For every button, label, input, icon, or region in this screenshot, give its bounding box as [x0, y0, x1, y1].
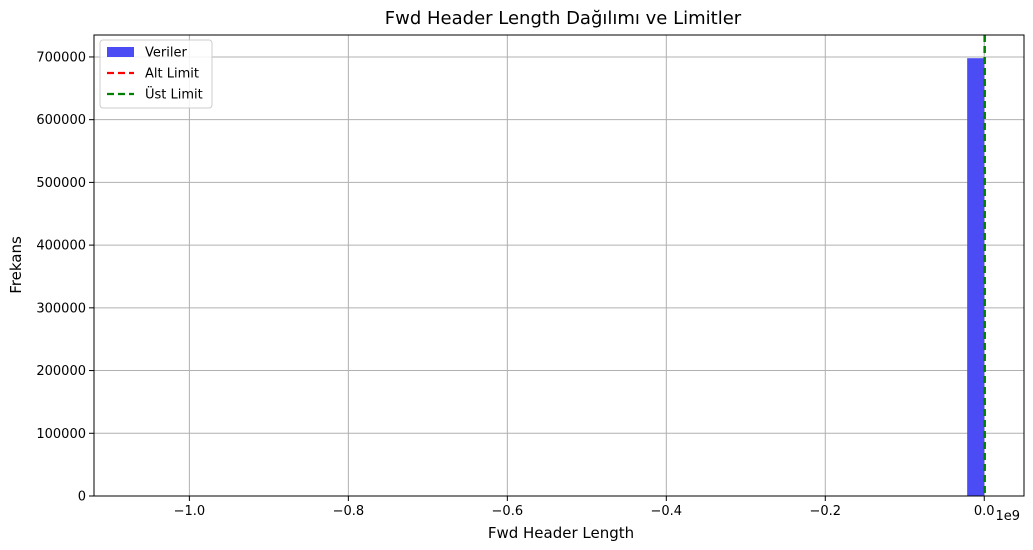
- legend-label: Üst Limit: [145, 86, 203, 103]
- x-tick-label: −1.0: [174, 504, 206, 519]
- chart-title: Fwd Header Length Dağılımı ve Limitler: [385, 8, 742, 29]
- legend-swatch-bar: [107, 47, 134, 57]
- grid-layer: [94, 35, 1024, 497]
- y-tick-label: 0: [78, 490, 86, 505]
- y-tick-label: 300000: [36, 301, 86, 316]
- x-tick-label: −0.8: [333, 504, 365, 519]
- x-tick-label: −0.2: [809, 504, 841, 519]
- x-tick-label: 0.0: [974, 504, 995, 519]
- y-tick-label: 200000: [36, 364, 86, 379]
- y-tick-label: 400000: [36, 239, 86, 254]
- x-tick-label: −0.6: [492, 504, 524, 519]
- y-tick-label: 700000: [36, 50, 86, 65]
- bar-layer: [967, 58, 985, 497]
- y-axis-ticks: 0 100000 200000 300000 400000 500000 600000 700…: [36, 50, 94, 505]
- plot-frame: [93, 34, 1025, 497]
- y-tick-label: 500000: [36, 176, 86, 191]
- x-axis-label: Fwd Header Length: [488, 524, 634, 542]
- y-tick-label: 100000: [36, 427, 86, 442]
- x-tick-label: −0.4: [651, 504, 683, 519]
- x-axis-ticks: −1.0 −0.8 −0.6 −0.4 −0.2 0.0: [174, 496, 995, 519]
- x-offset-label: 1e9: [995, 509, 1020, 524]
- legend-label: Veriler: [145, 46, 187, 61]
- y-tick-label: 600000: [36, 113, 86, 128]
- y-axis-label: Frekans: [7, 236, 25, 294]
- legend-label: Alt Limit: [145, 67, 199, 82]
- legend: Veriler Alt Limit Üst Limit: [99, 39, 213, 109]
- histogram-bar: [967, 58, 985, 497]
